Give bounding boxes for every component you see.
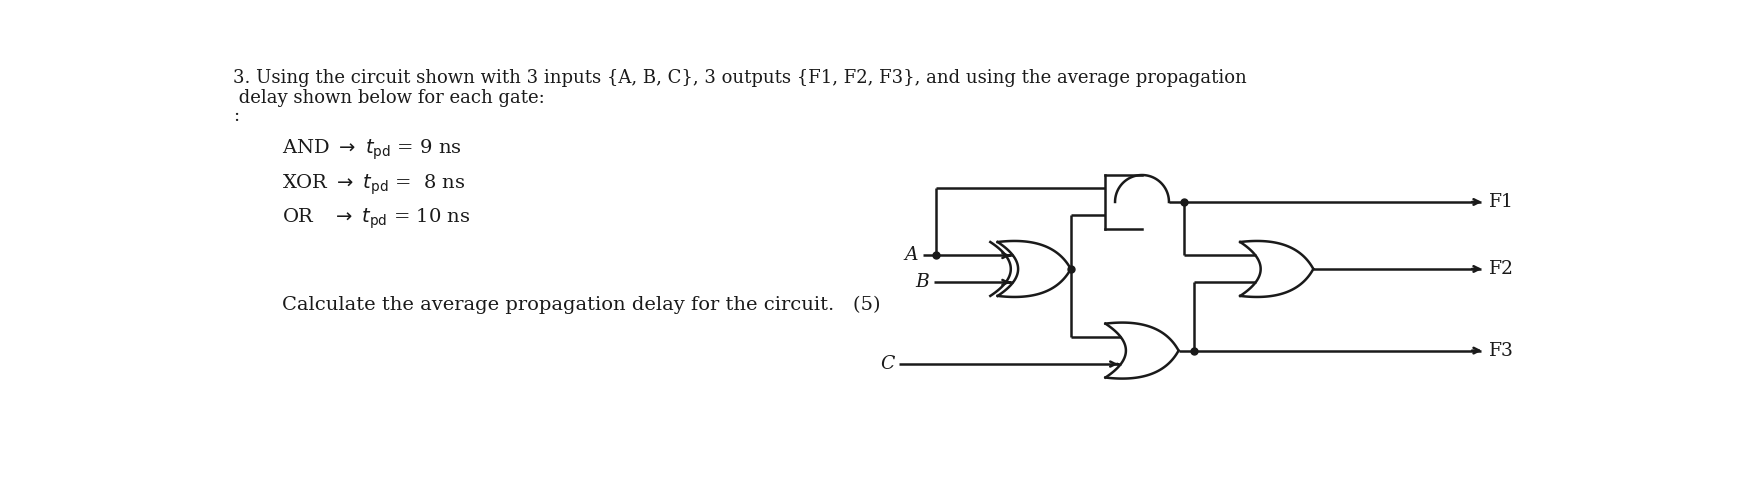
Text: A: A (904, 247, 918, 264)
Text: F1: F1 (1489, 193, 1513, 211)
Text: AND $\rightarrow$ $t_{\rm pd}$ = 9 ns: AND $\rightarrow$ $t_{\rm pd}$ = 9 ns (282, 137, 461, 162)
Text: :: : (233, 107, 240, 125)
Text: OR   $\rightarrow$ $t_{\rm pd}$ = 10 ns: OR $\rightarrow$ $t_{\rm pd}$ = 10 ns (282, 207, 470, 231)
Text: F3: F3 (1489, 342, 1513, 360)
Text: XOR $\rightarrow$ $t_{\rm pd}$ =  8 ns: XOR $\rightarrow$ $t_{\rm pd}$ = 8 ns (282, 172, 464, 196)
Text: delay shown below for each gate:: delay shown below for each gate: (233, 89, 544, 107)
Text: Calculate the average propagation delay for the circuit.   (5): Calculate the average propagation delay … (282, 296, 880, 313)
Text: 3. Using the circuit shown with 3 inputs {A, B, C}, 3 outputs {F1, F2, F3}, and : 3. Using the circuit shown with 3 inputs… (233, 69, 1247, 87)
Text: C: C (880, 355, 894, 373)
Text: B: B (915, 273, 929, 292)
Text: F2: F2 (1489, 260, 1513, 278)
